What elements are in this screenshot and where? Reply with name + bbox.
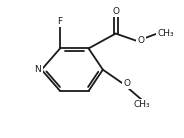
Text: N: N	[35, 65, 41, 74]
Text: O: O	[137, 36, 144, 46]
Text: CH₃: CH₃	[158, 29, 174, 38]
Text: CH₃: CH₃	[133, 100, 150, 109]
Text: O: O	[112, 7, 119, 16]
Text: O: O	[123, 79, 130, 88]
Text: F: F	[58, 17, 63, 26]
